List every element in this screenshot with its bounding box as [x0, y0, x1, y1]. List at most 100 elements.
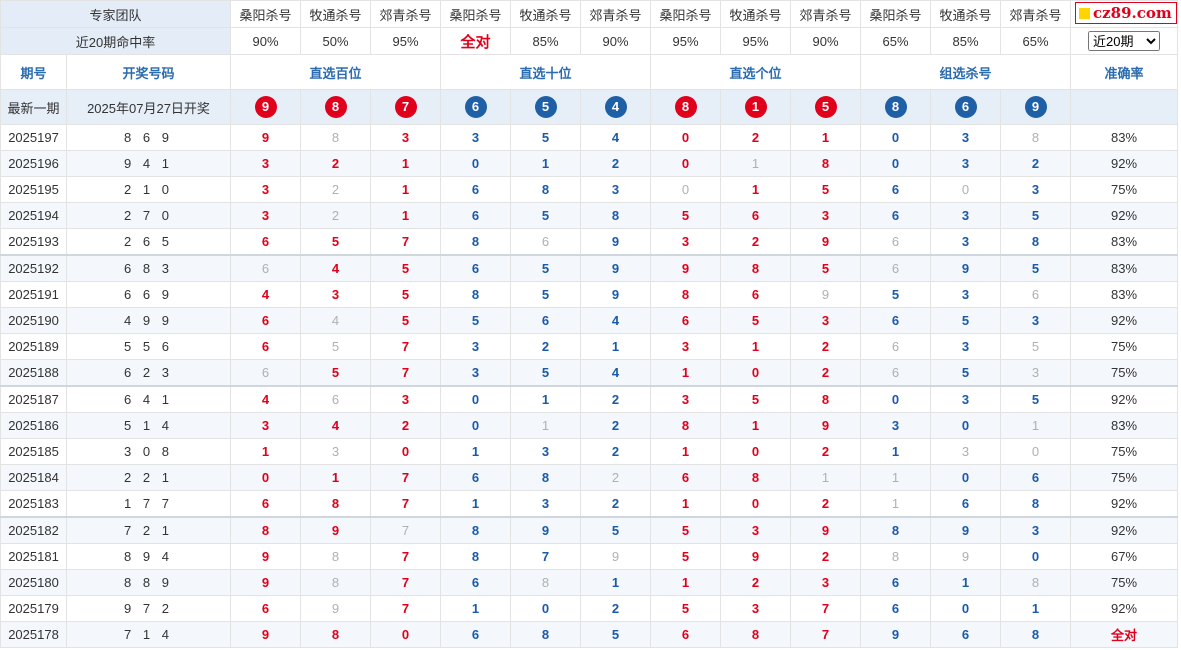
kill-number-cell: 3: [650, 333, 722, 360]
kill-number-cell: 5: [300, 359, 372, 387]
kill-number-cell: 6: [860, 359, 932, 387]
kill-number-cell: 0: [440, 385, 512, 413]
table-row: 2025185 3 0 8 1 3 0 1 3 2 1 0 2 1 3 0 75%: [0, 438, 1179, 465]
kill-number-cell: 2: [580, 490, 652, 518]
expert-name: 牧通杀号: [510, 0, 582, 28]
number-ball: 7: [394, 96, 417, 118]
kill-number-cell: 0: [930, 412, 1002, 439]
kill-number-cell: 0: [930, 464, 1002, 491]
kill-number-cell: 1: [580, 569, 652, 596]
kill-number-cell: 0: [720, 490, 792, 518]
kill-number-cell: 9: [930, 254, 1002, 282]
latest-ball-cell: 4: [580, 89, 652, 125]
kill-number-cell: 2: [790, 438, 862, 465]
period-cell: 2025181: [0, 543, 67, 570]
number-ball: 9: [1024, 96, 1047, 118]
period-range-select[interactable]: 近20期: [1088, 31, 1161, 51]
kill-number-cell: 5: [300, 228, 372, 256]
draw-number-cell: 8 8 9: [65, 569, 232, 596]
kill-number-cell: 5: [580, 621, 652, 648]
kill-number-cell: 2: [580, 150, 652, 177]
kill-number-cell: 8: [1000, 621, 1072, 648]
kill-number-cell: 4: [300, 412, 372, 439]
accuracy-cell: 75%: [1070, 359, 1179, 387]
kill-number-cell: 3: [370, 124, 442, 151]
kill-number-cell: 1: [860, 490, 932, 518]
kill-number-cell: 1: [230, 438, 302, 465]
latest-draw-date: 2025年07月27日开奖: [65, 89, 232, 125]
kill-number-cell: 1: [370, 176, 442, 203]
site-logo[interactable]: cz89.com: [1075, 2, 1177, 24]
kill-number-cell: 3: [930, 385, 1002, 413]
draw-number-cell: 3 0 8: [65, 438, 232, 465]
latest-ball-cell: 6: [440, 89, 512, 125]
kill-number-cell: 9: [650, 254, 722, 282]
kill-number-cell: 3: [440, 333, 512, 360]
expert-name: 郊青杀号: [370, 0, 442, 28]
kill-number-cell: 8: [300, 621, 372, 648]
kill-number-cell: 9: [510, 516, 582, 544]
kill-number-cell: 8: [650, 412, 722, 439]
kill-number-cell: 1: [720, 150, 792, 177]
kill-number-cell: 0: [440, 150, 512, 177]
hit-rate-row: 近20期命中率 90% 50% 95% 全对 85% 90% 95% 95% 9…: [0, 27, 1179, 55]
column-header-row: 期号 开奖号码 直选百位 直选十位 直选个位 组选杀号 准确率: [0, 54, 1179, 90]
kill-number-cell: 9: [580, 543, 652, 570]
kill-number-cell: 8: [790, 385, 862, 413]
number-ball: 6: [464, 96, 487, 118]
kill-number-cell: 0: [440, 412, 512, 439]
kill-number-cell: 0: [650, 150, 722, 177]
hit-rate: 全对: [440, 27, 512, 55]
number-ball: 5: [814, 96, 837, 118]
kill-number-cell: 6: [440, 569, 512, 596]
kill-number-cell: 2: [580, 412, 652, 439]
latest-label: 最新一期: [0, 89, 67, 125]
kill-number-cell: 6: [230, 307, 302, 334]
kill-number-cell: 5: [650, 543, 722, 570]
kill-number-cell: 1: [440, 490, 512, 518]
accuracy-cell: 75%: [1070, 176, 1179, 203]
kill-number-cell: 5: [790, 176, 862, 203]
table-row: 2025197 8 6 9 9 8 3 3 5 4 0 2 1 0 3 8 83%: [0, 124, 1179, 151]
latest-row: 最新一期 2025年07月27日开奖 9 8 7 6 5 4 8 1 5 8 6 9: [0, 89, 1179, 125]
draw-number-cell: 2 6 5: [65, 228, 232, 256]
kill-number-cell: 5: [510, 359, 582, 387]
period-cell: 2025179: [0, 595, 67, 622]
number-ball: 8: [674, 96, 697, 118]
kill-number-cell: 7: [510, 543, 582, 570]
expert-team-row: 专家团队 桑阳杀号 牧通杀号 郊青杀号 桑阳杀号 牧通杀号 郊青杀号 桑阳杀号 …: [0, 0, 1179, 28]
number-ball: 6: [954, 96, 977, 118]
table-row: 2025192 6 8 3 6 4 5 6 5 9 9 8 5 6 9 5 83%: [0, 254, 1179, 282]
draw-number-cell: 4 9 9: [65, 307, 232, 334]
number-ball: 5: [534, 96, 557, 118]
draw-number-cell: 6 6 9: [65, 281, 232, 308]
period-cell: 2025182: [0, 516, 67, 544]
kill-number-cell: 1: [930, 569, 1002, 596]
period-cell: 2025195: [0, 176, 67, 203]
period-cell: 2025191: [0, 281, 67, 308]
kill-number-cell: 3: [720, 595, 792, 622]
kill-number-cell: 1: [300, 464, 372, 491]
expert-name: 郊青杀号: [1000, 0, 1072, 28]
kill-number-cell: 6: [860, 595, 932, 622]
kill-number-cell: 9: [790, 412, 862, 439]
accuracy-cell: 83%: [1070, 228, 1179, 256]
kill-number-cell: 2: [580, 595, 652, 622]
rate-label: 近20期命中率: [0, 27, 232, 55]
expert-name: 桑阳杀号: [440, 0, 512, 28]
table-row: 2025193 2 6 5 6 5 7 8 6 9 3 2 9 6 3 8 83%: [0, 228, 1179, 256]
expert-name: 桑阳杀号: [860, 0, 932, 28]
kill-number-cell: 5: [720, 307, 792, 334]
kill-number-cell: 0: [370, 438, 442, 465]
accuracy-cell: 83%: [1070, 124, 1179, 151]
kill-number-cell: 4: [230, 385, 302, 413]
expert-name: 桑阳杀号: [650, 0, 722, 28]
kill-number-cell: 1: [860, 438, 932, 465]
latest-ball-cell: 5: [790, 89, 862, 125]
kill-number-cell: 8: [300, 490, 372, 518]
kill-number-cell: 6: [230, 359, 302, 387]
draw-number-cell: 5 1 4: [65, 412, 232, 439]
kill-number-cell: 8: [440, 228, 512, 256]
period-cell: 2025193: [0, 228, 67, 256]
kill-number-cell: 6: [860, 202, 932, 229]
